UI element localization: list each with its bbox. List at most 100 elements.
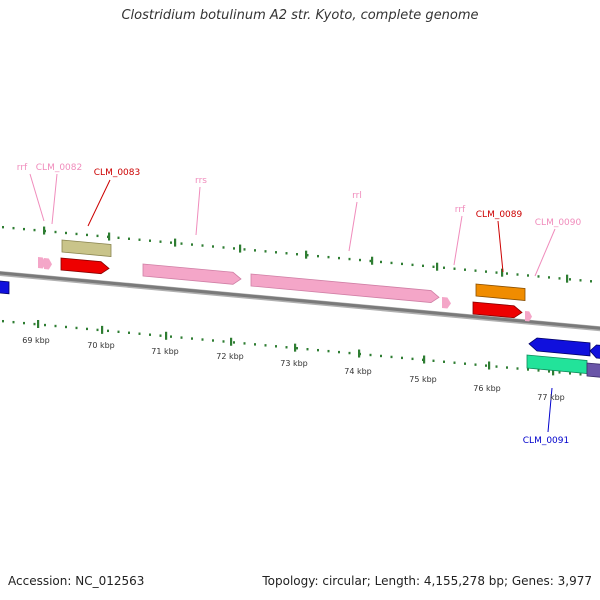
feature-layer	[0, 239, 600, 378]
lower-ring-minor-tick	[474, 363, 477, 366]
lower-tick-ring	[2, 319, 592, 377]
gene-clm0082	[61, 239, 112, 257]
scale-labels: 69 kbp 70 kbp 71 kbp 72 kbp 73 kbp 74 kbp 75 k…	[22, 336, 565, 402]
upper-ring-minor-tick	[264, 250, 267, 253]
upper-ring-minor-tick	[590, 280, 592, 283]
upper-ring-minor-tick	[485, 270, 487, 273]
leader-rrs	[195, 186, 201, 236]
lower-ring-minor-tick	[569, 372, 571, 375]
lower-ring-minor-tick	[579, 373, 582, 376]
upper-ring-minor-tick	[254, 249, 256, 252]
label-leaders	[29, 173, 556, 433]
upper-ring-minor-tick	[2, 225, 4, 229]
label-clm0090: CLM_0090	[535, 218, 582, 228]
leader-clm0083	[87, 179, 111, 227]
upper-ring-minor-tick	[285, 252, 288, 255]
leader-clm0091	[547, 387, 553, 433]
label-rrf_1: rrf	[17, 163, 28, 173]
lower-ring-minor-tick	[506, 366, 508, 369]
upper-ring-minor-tick	[65, 231, 67, 235]
upper-ring-minor-tick	[117, 236, 120, 240]
lower-ring-minor-tick	[306, 347, 309, 351]
label-clm0091: CLM_0091	[523, 436, 569, 446]
upper-ring-minor-tick	[369, 259, 372, 263]
upper-ring-minor-tick	[569, 278, 571, 281]
lower-ring-minor-tick	[348, 351, 351, 355]
lower-ring-minor-tick	[44, 323, 46, 327]
leader-clm0089	[497, 220, 504, 273]
upper-ring-minor-tick	[348, 257, 351, 261]
lower-ring-minor-tick	[464, 362, 466, 365]
rrna-arrow-rrf-1b	[44, 258, 52, 270]
upper-ring-major-tick	[371, 256, 374, 265]
upper-ring-minor-tick	[401, 262, 403, 266]
upper-ring-major-tick	[305, 250, 308, 259]
scale-label: 73 kbp	[280, 359, 308, 368]
upper-ring-minor-tick	[212, 245, 214, 248]
lower-ring-minor-tick	[443, 360, 445, 363]
upper-ring-minor-tick	[359, 258, 361, 262]
upper-ring-minor-tick	[422, 264, 424, 268]
lower-ring-minor-tick	[411, 357, 414, 361]
lower-ring-minor-tick	[296, 347, 298, 350]
scale-label: 70 kbp	[87, 341, 115, 350]
lower-ring-minor-tick	[275, 345, 277, 348]
scale-label: 72 kbp	[216, 352, 244, 361]
upper-ring-major-tick	[566, 274, 569, 283]
lower-ring-minor-tick	[264, 344, 267, 347]
upper-ring-major-tick	[239, 244, 242, 253]
upper-ring-minor-tick	[159, 240, 162, 243]
upper-ring-minor-tick	[432, 265, 435, 268]
lower-ring-minor-tick	[453, 361, 456, 364]
lower-ring-minor-tick	[369, 353, 372, 357]
upper-ring-minor-tick	[464, 268, 466, 271]
lower-ring-minor-tick	[558, 371, 561, 374]
scale-label: 69 kbp	[22, 336, 50, 345]
lower-ring-minor-tick	[128, 331, 130, 334]
upper-ring-minor-tick	[516, 273, 519, 276]
lower-ring-minor-tick	[548, 370, 550, 373]
upper-ring-minor-tick	[86, 233, 88, 237]
lower-ring-minor-tick	[537, 369, 540, 372]
lower-ring-minor-tick	[96, 328, 99, 332]
upper-ring-minor-tick	[149, 239, 151, 242]
lower-ring-minor-tick	[485, 364, 487, 367]
label-rrs: rrs	[195, 176, 207, 186]
genome-summary-text: Topology: circular; Length: 4,155,278 bp…	[262, 574, 592, 588]
upper-ring-minor-tick	[411, 263, 414, 267]
upper-ring-minor-tick	[548, 276, 550, 279]
label-clm0089: CLM_0089	[476, 210, 523, 220]
upper-ring-minor-tick	[75, 232, 78, 236]
genome-backbone	[0, 270, 600, 332]
leader-rrl	[348, 201, 358, 252]
upper-ring-minor-tick	[506, 272, 508, 275]
upper-ring-minor-tick	[243, 248, 246, 251]
gene-clm0089-orange	[475, 283, 526, 301]
upper-ring-minor-tick	[474, 269, 477, 272]
lower-ring-minor-tick	[149, 333, 151, 336]
upper-ring-minor-tick	[233, 247, 235, 250]
leader-clm0090	[534, 228, 556, 277]
gene-clm0089	[472, 301, 523, 319]
map-title: Clostridium botulinum A2 str. Kyoto, com…	[121, 8, 479, 23]
lower-ring-major-tick	[358, 349, 361, 358]
upper-ring-minor-tick	[201, 244, 204, 247]
lower-ring-minor-tick	[432, 359, 435, 362]
upper-ring-minor-tick	[306, 253, 309, 257]
lower-ring-minor-tick	[516, 367, 519, 370]
upper-ring-minor-tick	[180, 242, 183, 245]
rrna-rrs	[142, 263, 242, 285]
upper-ring-major-tick	[43, 226, 46, 235]
upper-ring-minor-tick	[579, 279, 582, 282]
upper-ring-minor-tick	[317, 254, 319, 258]
upper-ring-major-tick	[436, 262, 439, 271]
lower-ring-minor-tick	[495, 365, 498, 368]
upper-ring-minor-tick	[527, 274, 529, 277]
upper-ring-minor-tick	[54, 230, 57, 234]
upper-ring-minor-tick	[327, 255, 330, 259]
lower-ring-minor-tick	[33, 322, 36, 326]
upper-ring-major-tick	[501, 268, 504, 277]
upper-ring-major-tick	[174, 238, 177, 247]
